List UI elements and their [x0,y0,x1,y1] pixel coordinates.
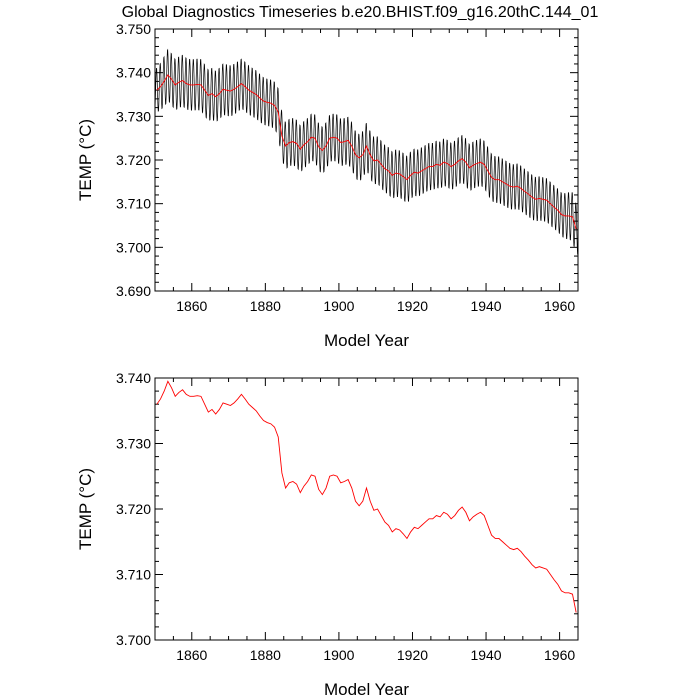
bottom-plot-frame [154,377,579,641]
x-tick-label: 1880 [250,647,281,663]
y-tick-label: 3.730 [116,108,151,124]
page-title: Global Diagnostics Timeseries b.e20.BHIS… [122,4,599,21]
y-tick-label: 3.730 [116,436,151,452]
y-tick-label: 3.700 [116,239,151,255]
x-tick-label: 1880 [250,298,281,314]
top-monthly-series-line [154,48,579,255]
x-tick-label: 1960 [544,647,575,663]
y-tick-label: 3.710 [116,567,151,583]
x-tick-label: 1900 [323,298,354,314]
x-tick-label: 1900 [323,647,354,663]
bottom-x-axis-label: Model Year [324,680,409,699]
y-tick-label: 3.720 [116,152,151,168]
y-tick-label: 3.740 [116,370,151,386]
x-tick-label: 1940 [470,647,501,663]
y-tick-label: 3.740 [116,65,151,81]
x-tick-label: 1940 [470,298,501,314]
y-tick-label: 3.750 [116,21,151,37]
bottom-ticks [154,377,579,641]
x-tick-label: 1920 [397,647,428,663]
panel-top: 1860 1880 1900 1920 1940 1960 3.690 3.700 3.710 3… [76,21,579,350]
y-tick-label: 3.700 [116,632,151,648]
bottom-annual-series-line [156,380,577,613]
x-tick-label: 1860 [176,298,207,314]
x-tick-label: 1920 [397,298,428,314]
top-y-axis-label: TEMP (°C) [76,119,95,201]
top-plot-frame [154,28,579,292]
top-ticklabels: 1860 1880 1900 1920 1940 1960 3.690 3.700 3.710 3… [116,21,575,314]
top-annual-series-line [156,74,577,230]
y-tick-label: 3.690 [116,283,151,299]
top-ticks [154,28,579,292]
bottom-ticklabels: 1860 1880 1900 1920 1940 1960 3.700 3.710 3.720 3… [116,370,575,663]
top-x-axis-label: Model Year [324,331,409,350]
panel-bottom: 1860 1880 1900 1920 1940 1960 3.700 3.710 3.720 3… [76,370,579,699]
y-tick-label: 3.720 [116,501,151,517]
x-tick-label: 1960 [544,298,575,314]
bottom-y-axis-label: TEMP (°C) [76,468,95,550]
y-tick-label: 3.710 [116,196,151,212]
x-tick-label: 1860 [176,647,207,663]
